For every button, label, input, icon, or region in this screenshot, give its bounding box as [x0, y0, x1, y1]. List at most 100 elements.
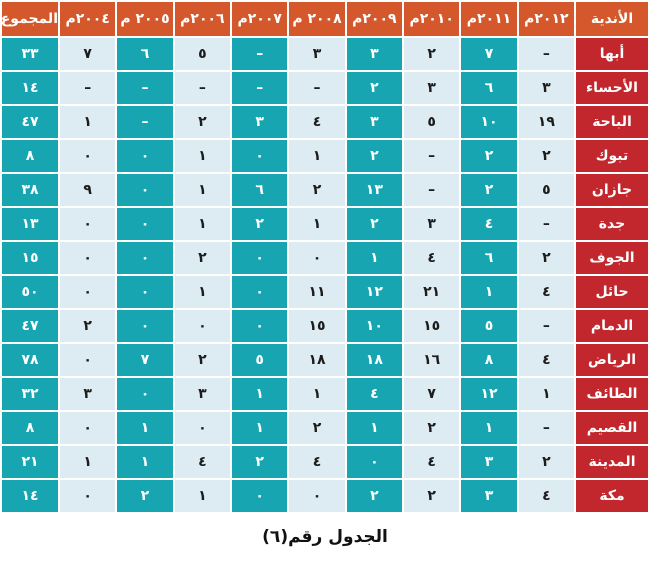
- year-value-cell: ٠: [289, 480, 345, 512]
- club-name-cell: جدة: [576, 208, 648, 240]
- total-value-cell: ١٣: [2, 208, 58, 240]
- year-value-cell: ٢: [346, 72, 403, 104]
- total-value-cell: ٨: [2, 412, 58, 444]
- year-value-cell: ٢: [60, 310, 116, 342]
- table-row: الطائف ١ ١٢ ٧ ٤ ١ ١ ٣ ٠ ٣ ٣٢: [2, 378, 648, 410]
- year-value-cell: ١: [289, 140, 345, 172]
- year-value-cell: ٥: [461, 310, 517, 342]
- year-value-cell: ٢: [174, 344, 231, 376]
- year-value-cell: ١: [346, 412, 403, 444]
- year-value-cell: ٧: [461, 38, 517, 70]
- year-value-cell: ١: [232, 378, 288, 410]
- table-row: أبها –٧ ٢ ٣ ٣–٥ ٦ ٧ ٣٣: [2, 38, 648, 70]
- table-row: المدينة ٢ ٣ ٤ ٠ ٤ ٢ ٤ ١ ١ ٢١: [2, 446, 648, 478]
- year-value-cell: ٣: [289, 38, 345, 70]
- table-body: أبها –٧ ٢ ٣ ٣–٥ ٦ ٧ ٣٣ الأحساء ٣ ٦ ٣ ٢– – – – –١٤ الباحة ١…: [2, 38, 648, 512]
- club-name-cell: الدمام: [576, 310, 648, 342]
- total-value-cell: ٥٠: [2, 276, 58, 308]
- year-value-cell: ٤: [518, 480, 574, 512]
- year-value-cell: ٠: [174, 310, 231, 342]
- year-value-cell: ١٨: [346, 344, 403, 376]
- year-value-cell: ٠: [346, 446, 403, 478]
- year-value-cell: ٦: [461, 72, 517, 104]
- year-value-cell: –: [232, 72, 288, 104]
- club-name-cell: الأحساء: [576, 72, 648, 104]
- year-value-cell: ١: [117, 446, 173, 478]
- year-value-cell: ٢: [289, 174, 345, 206]
- header-clubs: الأندية: [576, 2, 648, 36]
- year-value-cell: ٥: [404, 106, 460, 138]
- club-name-cell: الجوف: [576, 242, 648, 274]
- year-value-cell: ٢: [518, 242, 574, 274]
- year-value-cell: ١٠: [346, 310, 403, 342]
- year-value-cell: ١٩: [518, 106, 574, 138]
- club-name-cell: المدينة: [576, 446, 648, 478]
- table-row: الدمام –٥ ١٥ ١٠ ١٥ ٠ ٠ ٠ ٢ ٤٧: [2, 310, 648, 342]
- year-value-cell: ١: [518, 378, 574, 410]
- club-name-cell: أبها: [576, 38, 648, 70]
- year-value-cell: ٣: [174, 378, 231, 410]
- header-year: ٢٠٠٧م: [232, 2, 288, 36]
- year-value-cell: ١: [174, 480, 231, 512]
- table-row: الرياض ٤ ٨ ١٦ ١٨ ١٨ ٥ ٢ ٧ ٠ ٧٨: [2, 344, 648, 376]
- club-name-cell: مكة: [576, 480, 648, 512]
- year-value-cell: ٤: [289, 446, 345, 478]
- year-value-cell: –: [518, 412, 574, 444]
- year-value-cell: ٤: [404, 242, 460, 274]
- table-row: جازان ٥ ٢–١٣ ٢ ٦ ١ ٠ ٩ ٣٨: [2, 174, 648, 206]
- year-value-cell: –: [117, 72, 173, 104]
- table-caption: الجدول رقم(٦): [262, 527, 388, 547]
- year-value-cell: ٦: [232, 174, 288, 206]
- year-value-cell: ٢: [232, 446, 288, 478]
- year-value-cell: ٤: [174, 446, 231, 478]
- year-value-cell: ٢: [404, 38, 460, 70]
- table-row: الأحساء ٣ ٦ ٣ ٢– – – – –١٤: [2, 72, 648, 104]
- total-value-cell: ٤٧: [2, 106, 58, 138]
- year-value-cell: –: [60, 72, 116, 104]
- year-value-cell: ٠: [289, 242, 345, 274]
- club-name-cell: حائل: [576, 276, 648, 308]
- year-value-cell: ١٥: [289, 310, 345, 342]
- club-name-cell: الباحة: [576, 106, 648, 138]
- year-value-cell: ٧: [404, 378, 460, 410]
- year-value-cell: ٠: [60, 208, 116, 240]
- table-row: مكة ٤ ٣ ٢ ٢ ٠ ٠ ١ ٢ ٠ ١٤: [2, 480, 648, 512]
- year-value-cell: ١٢: [461, 378, 517, 410]
- year-value-cell: ٠: [60, 276, 116, 308]
- year-value-cell: ١: [289, 378, 345, 410]
- year-value-cell: ١: [60, 106, 116, 138]
- year-value-cell: ٠: [232, 140, 288, 172]
- year-value-cell: ٠: [232, 310, 288, 342]
- year-value-cell: ٢: [232, 208, 288, 240]
- year-value-cell: ١٦: [404, 344, 460, 376]
- table-row: حائل ٤ ١ ٢١ ١٢ ١١ ٠ ١ ٠ ٠ ٥٠: [2, 276, 648, 308]
- year-value-cell: ٢: [289, 412, 345, 444]
- header-year: ٢٠٠٦م: [174, 2, 231, 36]
- total-value-cell: ٣٨: [2, 174, 58, 206]
- year-value-cell: ١٨: [289, 344, 345, 376]
- year-value-cell: ١٣: [346, 174, 403, 206]
- clubs-by-year-table: الأندية ٢٠١٢م ٢٠١١م ٢٠١٠م ٢٠٠٩م ٢٠٠٨ م ٢٠٠٧م ٢٠…: [2, 2, 648, 512]
- year-value-cell: ١٠: [461, 106, 517, 138]
- year-value-cell: ٥: [174, 38, 231, 70]
- year-value-cell: ٣: [346, 38, 403, 70]
- year-value-cell: ٢: [346, 480, 403, 512]
- year-value-cell: ٠: [117, 242, 173, 274]
- year-value-cell: –: [518, 208, 574, 240]
- total-value-cell: ١٤: [2, 480, 58, 512]
- total-value-cell: ٣٢: [2, 378, 58, 410]
- year-value-cell: ٩: [60, 174, 116, 206]
- year-value-cell: ٥: [518, 174, 574, 206]
- year-value-cell: ٠: [117, 310, 173, 342]
- header-year: ٢٠٠٥ م: [117, 2, 173, 36]
- club-name-cell: تبوك: [576, 140, 648, 172]
- year-value-cell: ٢: [117, 480, 173, 512]
- year-value-cell: ٠: [60, 480, 116, 512]
- total-value-cell: ٣٣: [2, 38, 58, 70]
- club-name-cell: الطائف: [576, 378, 648, 410]
- year-value-cell: ٠: [117, 174, 173, 206]
- year-value-cell: ٠: [232, 242, 288, 274]
- total-value-cell: ٨: [2, 140, 58, 172]
- table-row: القصيم –١ ٢ ١ ٢ ١ ٠ ١ ٠ ٨: [2, 412, 648, 444]
